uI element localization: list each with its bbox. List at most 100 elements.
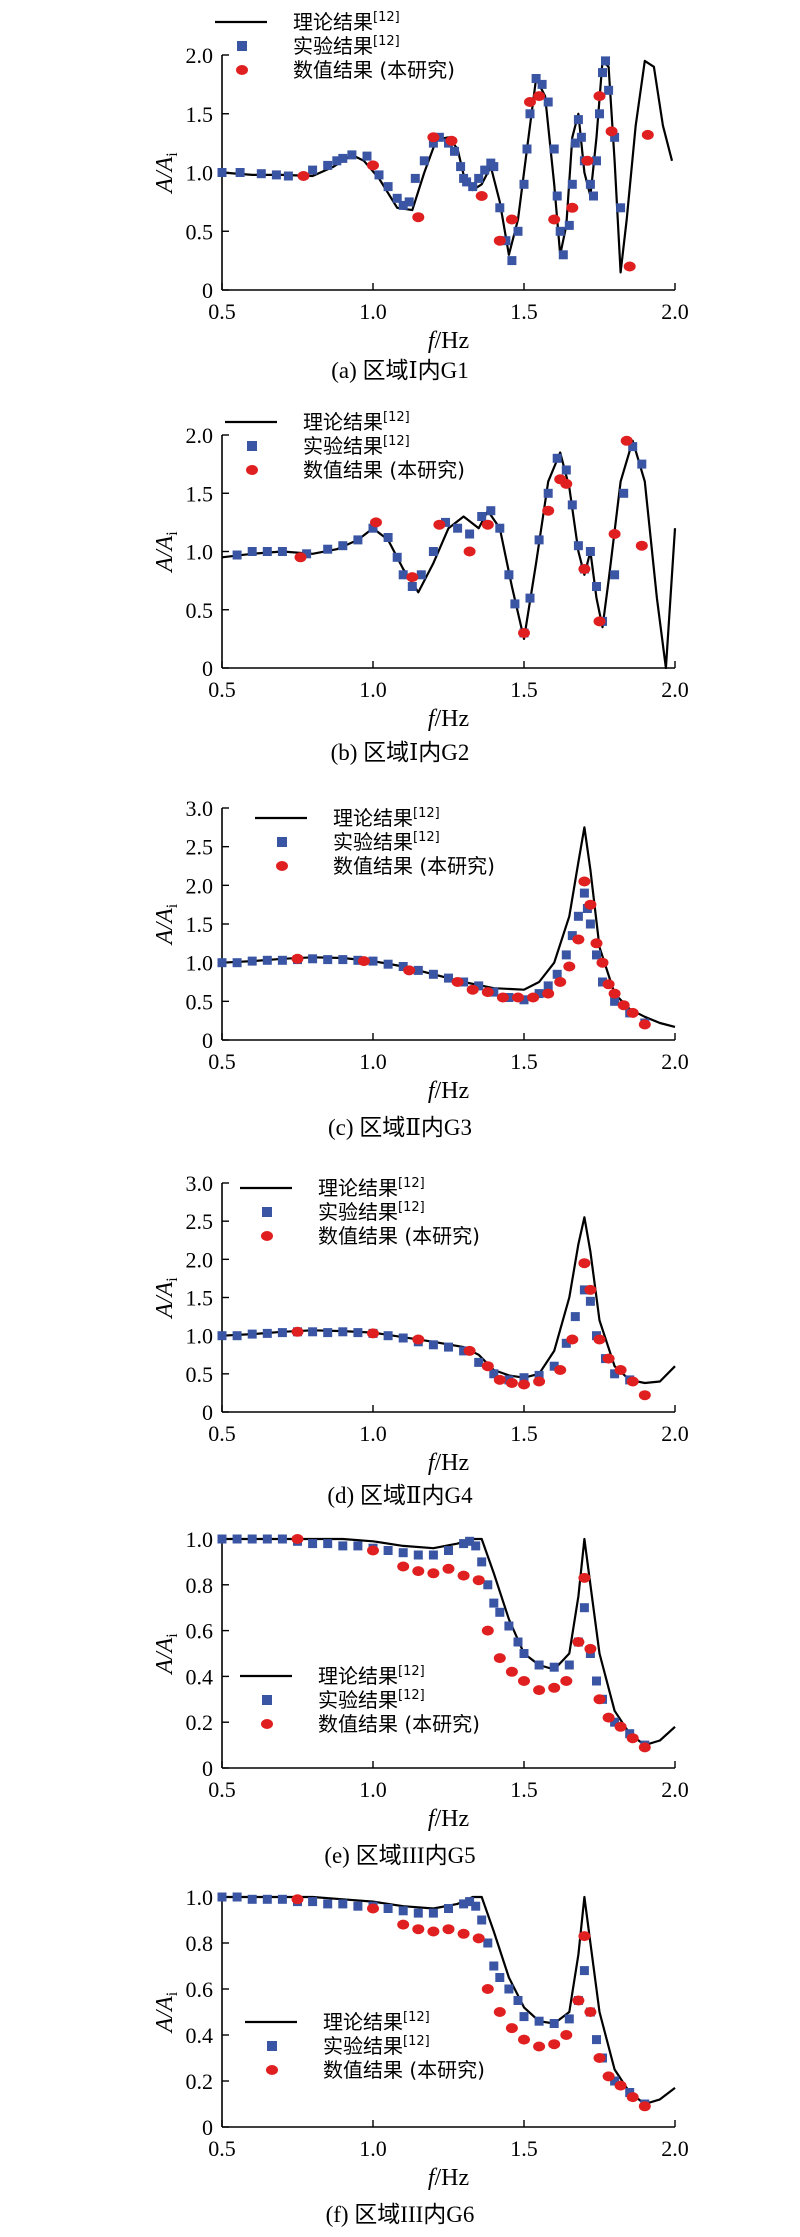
numerical-point xyxy=(294,552,307,563)
experiment-point xyxy=(558,250,568,260)
x-axis-label: f/Hz xyxy=(428,1450,469,1476)
series-2 xyxy=(217,56,626,266)
experiment-point xyxy=(362,151,372,161)
experiment-point xyxy=(601,56,610,66)
numerical-point xyxy=(524,97,536,107)
legend: 理论结果[12]实验结果[12]数值结果 (本研究) xyxy=(240,1664,480,1736)
experiment-point xyxy=(247,547,257,556)
experiment-point xyxy=(462,177,472,187)
series-3 xyxy=(291,1534,651,1753)
experiment-point xyxy=(398,1906,408,1916)
experiment-point xyxy=(323,1899,333,1909)
x-tick-label: 1.5 xyxy=(510,2136,538,2161)
experiment-point xyxy=(549,1361,559,1371)
experiment-point xyxy=(465,529,475,539)
experiment-point xyxy=(428,138,438,148)
legend-swatch-experiment xyxy=(247,441,257,451)
y-tick-label: 2.0 xyxy=(186,43,214,68)
experiment-point xyxy=(232,1331,242,1341)
experiment-point xyxy=(504,993,514,1002)
numerical-point xyxy=(608,529,621,539)
experiment-point xyxy=(419,156,429,166)
experiment-point xyxy=(610,996,620,1006)
experiment-point xyxy=(619,488,629,498)
numerical-point xyxy=(291,1534,304,1544)
legend-swatch-numerical xyxy=(261,1231,273,1241)
numerical-point xyxy=(554,977,567,987)
numerical-point xyxy=(475,191,488,201)
experiment-point xyxy=(353,955,363,965)
numerical-point xyxy=(626,1007,639,1018)
experiment-point xyxy=(398,1333,408,1343)
experiment-point xyxy=(495,1973,505,1982)
numerical-point xyxy=(566,1334,579,1345)
numerical-point xyxy=(505,1666,518,1677)
numerical-point xyxy=(472,1933,485,1944)
experiment-point xyxy=(383,182,393,192)
y-tick-label: 1.0 xyxy=(186,1885,214,1910)
experiment-point xyxy=(368,956,378,966)
x-tick-label: 2.0 xyxy=(661,1777,689,1802)
legend-label: 实验结果[12] xyxy=(293,34,400,58)
experiment-point xyxy=(465,1897,475,1907)
experiment-point xyxy=(576,132,586,142)
numerical-point xyxy=(367,1545,379,1556)
experiment-point xyxy=(441,517,450,527)
experiment-point xyxy=(561,465,571,475)
numerical-point xyxy=(554,1365,567,1375)
numerical-point xyxy=(596,957,609,968)
x-tick-label: 1.5 xyxy=(510,299,538,324)
experiment-point xyxy=(277,547,287,556)
experiment-point xyxy=(564,1660,574,1670)
experiment-point xyxy=(592,950,601,960)
numerical-point xyxy=(442,1924,455,1935)
experiment-point xyxy=(383,959,393,969)
experiment-point xyxy=(483,1580,493,1590)
experiment-point xyxy=(504,1984,514,1994)
y-axis-label: A/Ai xyxy=(152,1277,181,1320)
numerical-point xyxy=(493,1653,506,1664)
y-tick-label: 0.5 xyxy=(186,219,214,244)
experiment-point xyxy=(477,1915,487,1925)
numerical-point xyxy=(614,1721,627,1732)
y-tick-label: 1.5 xyxy=(186,102,214,127)
numerical-point xyxy=(370,517,382,528)
experiment-point xyxy=(477,512,487,521)
y-axis-label: A/Ai xyxy=(152,531,181,574)
numerical-point xyxy=(638,2101,651,2112)
experiment-point xyxy=(338,1541,348,1551)
experiment-point xyxy=(610,132,620,142)
numerical-point xyxy=(412,1334,425,1345)
series-2 xyxy=(217,1534,650,1750)
legend-swatch-experiment xyxy=(277,837,287,847)
legend: 理论结果[12]实验结果[12]数值结果 (本研究) xyxy=(245,2010,485,2082)
numerical-point xyxy=(593,1694,606,1705)
numerical-point xyxy=(626,2092,639,2103)
experiment-point xyxy=(474,981,484,991)
experiment-point xyxy=(271,170,281,180)
experiment-point xyxy=(398,570,408,580)
experiment-point xyxy=(347,150,357,160)
legend-swatch-numerical xyxy=(261,1719,273,1729)
experiment-point xyxy=(353,535,363,545)
experiment-point xyxy=(534,1660,544,1670)
experiment-point xyxy=(616,203,626,213)
experiment-point xyxy=(338,1327,348,1337)
experiment-point xyxy=(410,173,420,183)
experiment-point xyxy=(513,226,523,236)
experiment-point xyxy=(513,1996,523,2005)
experiment-point xyxy=(592,582,601,591)
y-tick-label: 1.0 xyxy=(186,161,214,186)
x-tick-label: 2.0 xyxy=(661,2136,689,2161)
numerical-point xyxy=(548,2039,561,2050)
experiment-point xyxy=(392,552,402,562)
experiment-point xyxy=(489,1369,499,1379)
experiment-point xyxy=(489,162,499,172)
numerical-point xyxy=(291,1326,304,1337)
x-tick-label: 0.5 xyxy=(208,1777,236,1802)
experiment-point xyxy=(573,911,583,921)
numerical-point xyxy=(442,1563,455,1574)
experiment-point xyxy=(474,1357,484,1367)
x-tick-label: 1.0 xyxy=(359,1777,387,1802)
experiment-point xyxy=(543,97,553,107)
